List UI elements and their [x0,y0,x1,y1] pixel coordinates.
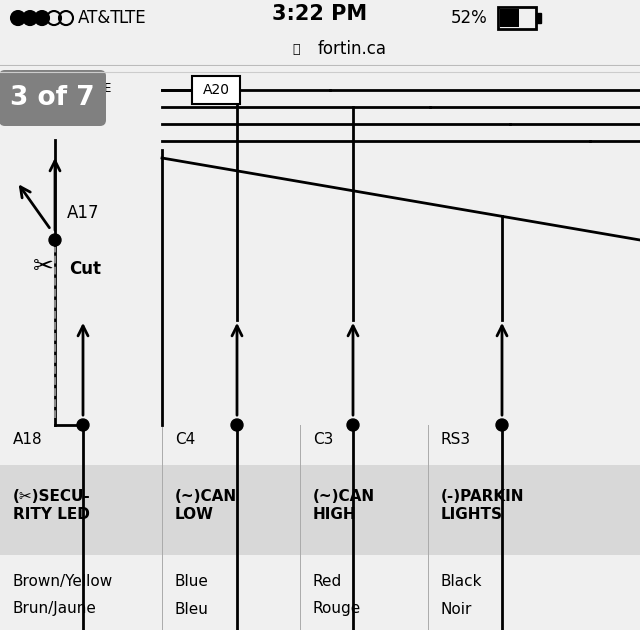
FancyBboxPatch shape [192,76,240,104]
Text: ✂: ✂ [33,255,54,279]
Text: Brun/Jaune: Brun/Jaune [13,602,97,617]
Text: Blue: Blue [175,574,209,589]
Text: Noir: Noir [441,602,472,617]
Text: C4: C4 [175,433,195,447]
Text: 3 of 7: 3 of 7 [10,85,95,111]
Text: AT&T: AT&T [78,9,122,27]
Text: Bleu: Bleu [175,602,209,617]
Text: (✂)SECU-
RITY LED: (✂)SECU- RITY LED [13,490,91,522]
Circle shape [35,11,49,25]
Circle shape [23,11,37,25]
Text: Brown/Yellow: Brown/Yellow [13,574,113,589]
Text: Cut: Cut [69,260,101,278]
Text: fortin.ca: fortin.ca [318,40,387,58]
Circle shape [49,234,61,246]
FancyBboxPatch shape [0,70,106,126]
Text: LT.BLUE: LT.BLUE [68,81,113,94]
Text: (~)CAN
LOW: (~)CAN LOW [175,490,237,522]
Text: 🔒: 🔒 [292,43,300,55]
FancyBboxPatch shape [536,13,541,23]
Text: A20: A20 [202,83,230,97]
Text: RS3: RS3 [441,433,471,447]
Text: C3: C3 [313,433,333,447]
Text: (~)CAN
HIGH: (~)CAN HIGH [313,490,375,522]
Bar [0,465,640,555]
Circle shape [77,419,89,431]
Text: 3:22 PM: 3:22 PM [273,4,367,24]
Circle shape [347,419,359,431]
Text: 52%: 52% [451,9,487,27]
Circle shape [496,419,508,431]
Circle shape [11,11,25,25]
Text: Red: Red [313,574,342,589]
Text: A18: A18 [13,433,43,447]
FancyBboxPatch shape [500,9,519,27]
Text: Black: Black [441,574,483,589]
Text: A17: A17 [67,204,99,222]
Circle shape [231,419,243,431]
Text: LTE: LTE [118,9,146,27]
Text: (-)PARKIN
LIGHTS: (-)PARKIN LIGHTS [441,490,525,522]
Text: Rouge: Rouge [313,602,361,617]
